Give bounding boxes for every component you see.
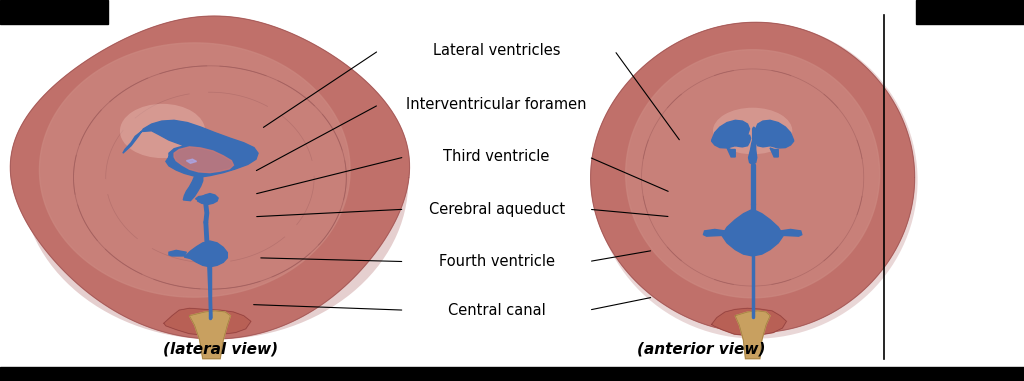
Bar: [916, 0, 1024, 24]
Polygon shape: [756, 120, 794, 148]
Polygon shape: [183, 176, 203, 201]
Polygon shape: [722, 209, 783, 256]
Ellipse shape: [713, 108, 793, 154]
Polygon shape: [164, 308, 251, 335]
Text: Lateral ventricles: Lateral ventricles: [433, 43, 560, 58]
Polygon shape: [749, 127, 757, 165]
Ellipse shape: [120, 104, 205, 158]
Polygon shape: [626, 50, 880, 298]
Polygon shape: [770, 148, 778, 157]
Polygon shape: [727, 148, 735, 157]
Polygon shape: [712, 308, 786, 336]
Ellipse shape: [22, 23, 409, 339]
Polygon shape: [123, 120, 258, 177]
Text: Fourth ventricle: Fourth ventricle: [438, 254, 555, 269]
Text: Cerebral aqueduct: Cerebral aqueduct: [429, 202, 564, 217]
Text: Interventricular foramen: Interventricular foramen: [407, 97, 587, 112]
Polygon shape: [169, 250, 186, 256]
Polygon shape: [780, 229, 802, 236]
Bar: [0, 0, 108, 24]
Bar: [0, 367, 1024, 381]
Polygon shape: [189, 311, 230, 359]
Polygon shape: [10, 16, 410, 339]
Ellipse shape: [594, 22, 918, 339]
Polygon shape: [174, 147, 233, 173]
Text: (anterior view): (anterior view): [637, 342, 766, 357]
Polygon shape: [703, 229, 725, 236]
Polygon shape: [40, 43, 350, 297]
Polygon shape: [591, 22, 914, 333]
Polygon shape: [712, 120, 750, 148]
Polygon shape: [184, 241, 227, 267]
Polygon shape: [735, 311, 770, 359]
Polygon shape: [196, 196, 215, 201]
Polygon shape: [735, 134, 751, 147]
Polygon shape: [755, 134, 770, 147]
Text: Central canal: Central canal: [447, 303, 546, 318]
Polygon shape: [198, 194, 218, 204]
Text: Third ventricle: Third ventricle: [443, 149, 550, 165]
Text: (lateral view): (lateral view): [163, 342, 278, 357]
Polygon shape: [186, 159, 197, 163]
